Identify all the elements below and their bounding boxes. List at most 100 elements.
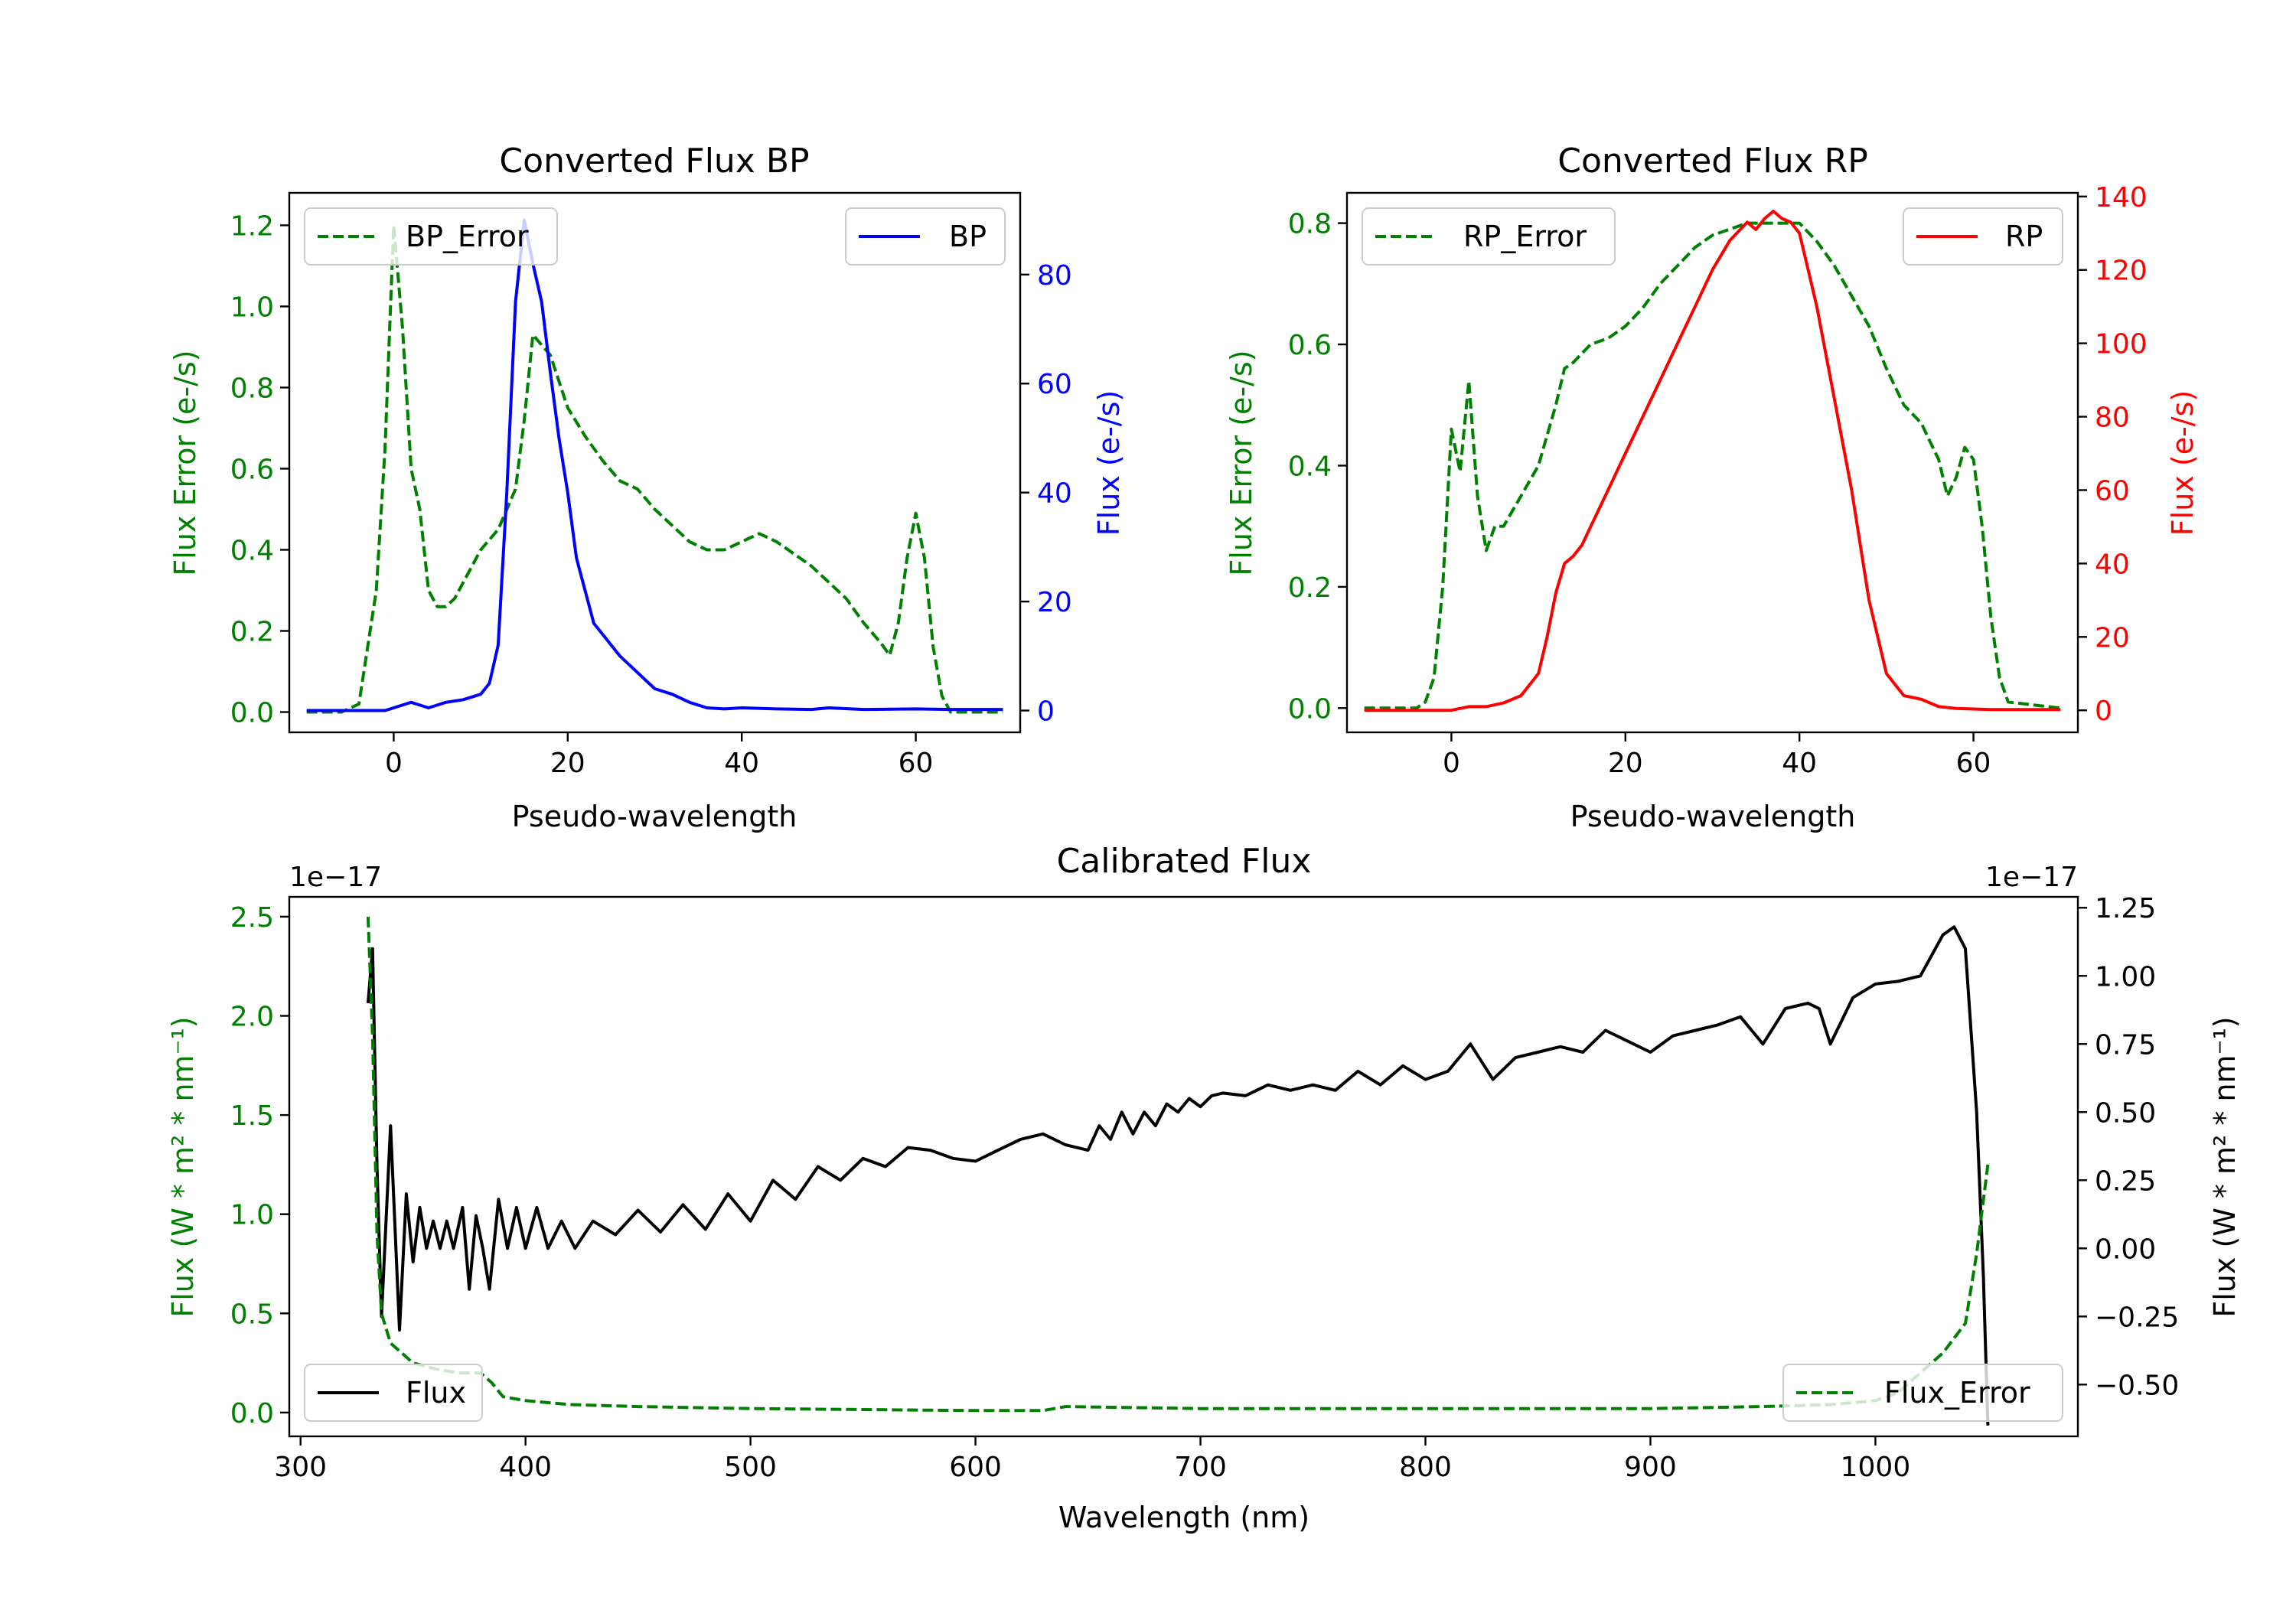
legend-bp: BP xyxy=(845,207,1006,266)
x-tick-label: 40 xyxy=(724,748,759,779)
y-tick-label-left: 1.0 xyxy=(230,1200,274,1231)
legend-label: BP xyxy=(949,220,987,253)
y-tick-label-right: 1.25 xyxy=(2095,893,2156,924)
legend-label: Flux xyxy=(406,1376,466,1410)
x-axis-label: Wavelength (nm) xyxy=(1058,1501,1309,1534)
y-tick-label-left: 0.4 xyxy=(230,535,274,566)
series-line-rp xyxy=(1364,210,2061,712)
y-ticks-right: 0 20 40 60 80 100 120 140 xyxy=(2078,182,2148,727)
y-tick-label-left: 0.2 xyxy=(1288,572,1332,604)
y-tick-label-left: 0.0 xyxy=(230,697,274,729)
y-tick-label-right: 0.75 xyxy=(2095,1029,2156,1061)
axes-frame xyxy=(288,191,1022,734)
legend-rp-error: RP_Error xyxy=(1362,207,1616,266)
y-tick-label-right: 40 xyxy=(1037,478,1072,510)
y-tick-label-right: −0.25 xyxy=(2095,1302,2179,1333)
plot-lines xyxy=(1364,210,2061,712)
x-tick-label: 60 xyxy=(899,748,934,779)
y-axis-label-left: Flux Error (e-/s) xyxy=(1225,350,1258,575)
chart-title: Calibrated Flux xyxy=(1057,842,1312,881)
y-ticks-right: −0.50 −0.25 0.00 0.25 0.50 0.75 1.00 1.25 xyxy=(2078,893,2179,1401)
y-tick-label-right: 0 xyxy=(1037,696,1055,728)
x-tick-label: 20 xyxy=(550,748,585,779)
legend-label: RP xyxy=(2005,220,2043,253)
y-tick-label-left: 0.6 xyxy=(230,454,274,485)
y-axis-label-right: Flux (W * m² * nm⁻¹) xyxy=(2208,1016,2242,1317)
y-tick-label-left: 0.0 xyxy=(1288,693,1332,725)
x-ticks: 300 400 500 600 700 800 900 1000 xyxy=(274,1436,1910,1483)
y-tick-label-left: 2.5 xyxy=(230,902,274,934)
y-tick-label-left: 1.0 xyxy=(230,292,274,323)
series-line-flux xyxy=(366,925,1990,1426)
y-tick-label-left: 0.6 xyxy=(1288,330,1332,361)
y-tick-label-right: 0 xyxy=(2095,696,2112,727)
x-ticks: 0 20 40 60 xyxy=(385,732,934,779)
y-tick-label-left: 1.2 xyxy=(230,210,274,242)
y-tick-label-right: 0.25 xyxy=(2095,1165,2156,1197)
legend-label: BP_Error xyxy=(406,220,529,253)
y-tick-label-left: 0.0 xyxy=(230,1398,274,1429)
y-tick-label-right: 140 xyxy=(2095,182,2148,214)
legend-bp-error: BP_Error xyxy=(304,207,558,266)
x-tick-label: 60 xyxy=(1956,748,1991,779)
legend-rp: RP xyxy=(1903,207,2063,266)
y-tick-label-left: 0.4 xyxy=(1288,451,1332,482)
y-tick-label-right: 80 xyxy=(1037,260,1072,292)
x-tick-label: 900 xyxy=(1624,1452,1677,1483)
y-axis-label-right: Flux (e-/s) xyxy=(1092,390,1126,536)
axes-frame xyxy=(288,895,2079,1438)
x-tick-label: 0 xyxy=(385,748,403,779)
x-tick-label: 0 xyxy=(1443,748,1460,779)
offset-label-right: 1e−17 xyxy=(1985,862,2078,893)
y-tick-label-right: 60 xyxy=(1037,369,1072,400)
y-tick-label-right: 100 xyxy=(2095,329,2148,360)
x-axis-label: Pseudo-wavelength xyxy=(1570,800,1856,833)
legend-label: Flux_Error xyxy=(1884,1376,2030,1410)
legend-flux-error: Flux_Error xyxy=(1782,1364,2063,1422)
y-tick-label-right: 0.00 xyxy=(2095,1234,2156,1265)
legend-flux: Flux xyxy=(304,1364,483,1422)
y-tick-label-right: 0.50 xyxy=(2095,1097,2156,1129)
y-ticks-right: 0 20 40 60 80 xyxy=(1020,260,1072,728)
y-tick-label-right: 20 xyxy=(2095,622,2130,654)
y-axis-label-right: Flux (e-/s) xyxy=(2166,390,2200,536)
plot-lines xyxy=(306,218,1003,714)
x-axis-label: Pseudo-wavelength xyxy=(512,800,797,833)
y-tick-label-right: 20 xyxy=(1037,587,1072,618)
y-tick-label-right: −0.50 xyxy=(2095,1370,2179,1401)
y-tick-label-right: 60 xyxy=(2095,475,2130,507)
x-tick-label: 40 xyxy=(1782,748,1817,779)
x-tick-label: 600 xyxy=(949,1452,1002,1483)
x-ticks: 0 20 40 60 xyxy=(1443,732,1991,779)
series-line-rp-error xyxy=(1364,221,2061,710)
chart-title: Converted Flux RP xyxy=(1557,142,1868,181)
y-axis-label-left: Flux (W * m² * nm⁻¹) xyxy=(166,1016,200,1317)
plot-lines xyxy=(366,916,1990,1426)
x-tick-label: 300 xyxy=(274,1452,327,1483)
y-tick-label-right: 120 xyxy=(2095,256,2148,287)
x-tick-label: 20 xyxy=(1608,748,1643,779)
y-axis-label-left: Flux Error (e-/s) xyxy=(168,350,202,575)
y-ticks-left: 0.0 0.2 0.4 0.6 0.8 xyxy=(1288,209,1347,725)
chart-converted-flux-rp: Converted Flux RP 0 20 40 60 0.00.20.40.60.… xyxy=(1225,142,2200,833)
y-tick-label-left: 1.5 xyxy=(230,1100,274,1132)
y-tick-label-right: 80 xyxy=(2095,403,2130,434)
chart-title: Converted Flux BP xyxy=(499,142,809,181)
chart-converted-flux-bp: Converted Flux BP 0 20 40 60 0.00.20.40.60.… xyxy=(168,142,1126,833)
y-ticks-left: 0.0 0.2 0.4 0.6 0.8 1.0 1.2 xyxy=(230,210,289,729)
chart-calibrated-flux: Calibrated Flux 1e−17 1e−17 300 400 500 600… xyxy=(166,842,2242,1534)
y-tick-label-left: 0.2 xyxy=(230,616,274,647)
x-tick-label: 1000 xyxy=(1841,1452,1911,1483)
series-line-bp-error xyxy=(306,223,1003,714)
y-tick-label-left: 0.8 xyxy=(1288,209,1332,240)
axes-frame xyxy=(1345,191,2079,734)
x-tick-label: 800 xyxy=(1399,1452,1452,1483)
legend-label: RP_Error xyxy=(1463,220,1587,253)
x-tick-label: 700 xyxy=(1174,1452,1227,1483)
x-tick-label: 500 xyxy=(724,1452,777,1483)
x-tick-label: 400 xyxy=(499,1452,552,1483)
series-line-flux-error xyxy=(366,916,1990,1413)
offset-label-left: 1e−17 xyxy=(289,862,382,893)
y-tick-label-right: 40 xyxy=(2095,549,2130,580)
